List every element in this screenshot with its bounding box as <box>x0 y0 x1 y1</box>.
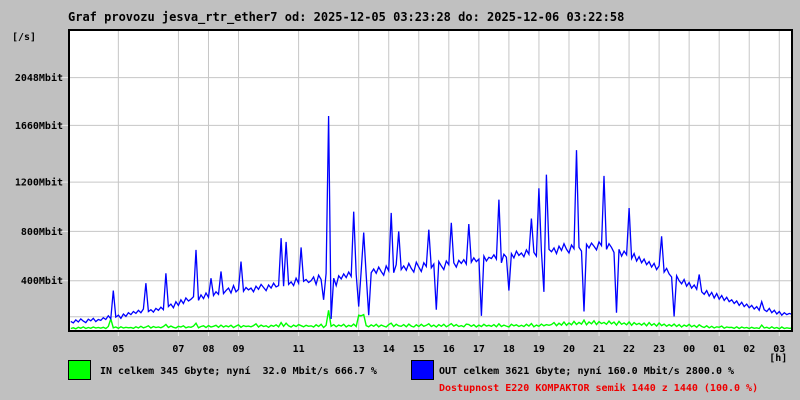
x-axis-unit-label: [h] <box>769 353 787 364</box>
out-legend-label: OUT celkem 3621 Gbyte; nyní 160.0 Mbit/s… <box>439 366 735 377</box>
x-tick-label: 15 <box>413 344 425 355</box>
plot-border <box>68 29 793 332</box>
x-tick-label: 14 <box>383 344 395 355</box>
x-tick-label: 08 <box>202 344 214 355</box>
x-tick-label: 21 <box>593 344 605 355</box>
x-tick-label: 22 <box>623 344 635 355</box>
out-legend-swatch <box>411 360 434 380</box>
y-axis-unit-label: [/s] <box>12 32 36 43</box>
x-tick-label: 07 <box>172 344 184 355</box>
y-tick-label: 2048Mbit <box>15 72 63 84</box>
x-tick-label: 19 <box>533 344 545 355</box>
x-tick-label: 17 <box>473 344 485 355</box>
in-legend-label: IN celkem 345 Gbyte; nyní 32.0 Mbit/s 66… <box>100 366 377 377</box>
x-tick-label: 01 <box>713 344 725 355</box>
plot-background <box>70 30 791 330</box>
x-tick-label: 09 <box>232 344 244 355</box>
availability-text: Dostupnost E220 KOMPAKTOR semik 1440 z 1… <box>439 383 759 394</box>
x-tick-label: 05 <box>112 344 124 355</box>
x-tick-label: 03 <box>773 344 785 355</box>
x-tick-label: 00 <box>683 344 695 355</box>
x-tick-label: 13 <box>353 344 365 355</box>
in-series-line <box>70 310 792 330</box>
x-tick-label: 18 <box>503 344 515 355</box>
y-tick-label: 400Mbit <box>21 275 63 287</box>
out-series-line <box>70 115 792 324</box>
x-tick-label: 16 <box>443 344 455 355</box>
page-title: Graf provozu jesva_rtr_ether7 od: 2025-1… <box>68 10 625 24</box>
x-tick-label: 11 <box>293 344 305 355</box>
y-tick-label: 800Mbit <box>21 226 63 238</box>
y-tick-label: 1200Mbit <box>15 177 63 189</box>
x-tick-label: 23 <box>653 344 665 355</box>
in-legend-swatch <box>68 360 91 380</box>
x-tick-label: 20 <box>563 344 575 355</box>
y-tick-label: 1660Mbit <box>15 120 63 132</box>
x-tick-label: 02 <box>743 344 755 355</box>
